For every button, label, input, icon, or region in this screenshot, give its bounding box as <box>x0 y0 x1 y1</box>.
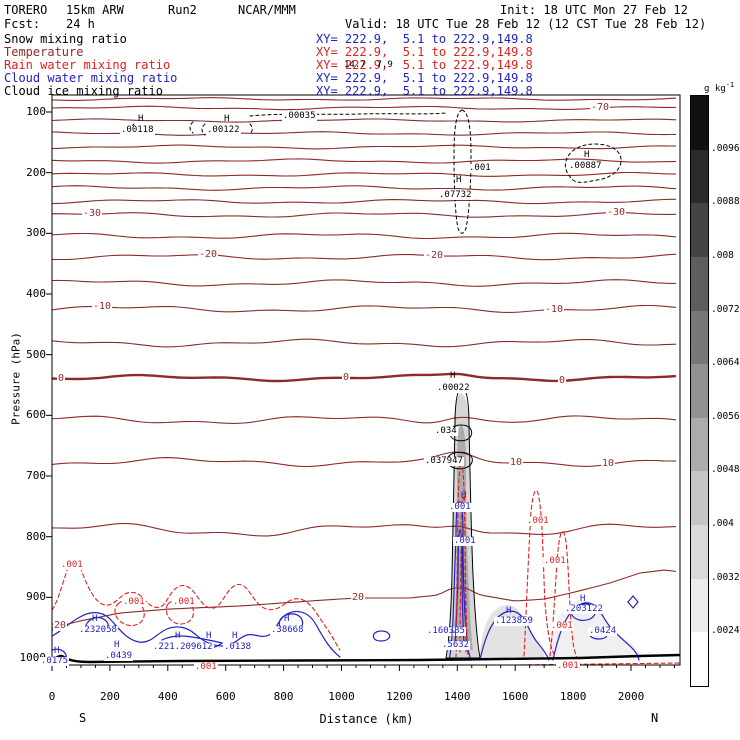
colorbar-band <box>691 149 708 204</box>
colorbar-band <box>691 203 708 258</box>
colorbar-band <box>691 310 708 365</box>
colorbar-band <box>691 578 708 633</box>
colorbar-band <box>691 525 708 580</box>
terrain-line <box>52 653 680 664</box>
y-axis-title: Pressure (hPa) <box>9 332 23 425</box>
colorbar-units-exponent: -1 <box>725 81 735 89</box>
axis-ticks <box>46 111 675 671</box>
plot-border <box>51 94 681 666</box>
temperature-contours <box>52 97 677 629</box>
north-end-label: N <box>651 711 659 725</box>
colorbar-band <box>691 256 708 312</box>
colorbar <box>690 95 709 687</box>
x-axis-title: Distance (km) <box>319 712 414 726</box>
colorbar-band <box>691 632 708 687</box>
overlay-contours <box>52 109 680 665</box>
colorbar-band <box>691 471 708 526</box>
colorbar-band <box>691 364 708 419</box>
colorbar-units: g kg <box>704 84 726 94</box>
colorbar-band <box>691 417 708 472</box>
colorbar-band <box>691 96 708 151</box>
colorbar-title: g kg-1 <box>704 81 734 94</box>
south-end-label: S <box>79 711 87 725</box>
plot-contents <box>52 97 680 665</box>
